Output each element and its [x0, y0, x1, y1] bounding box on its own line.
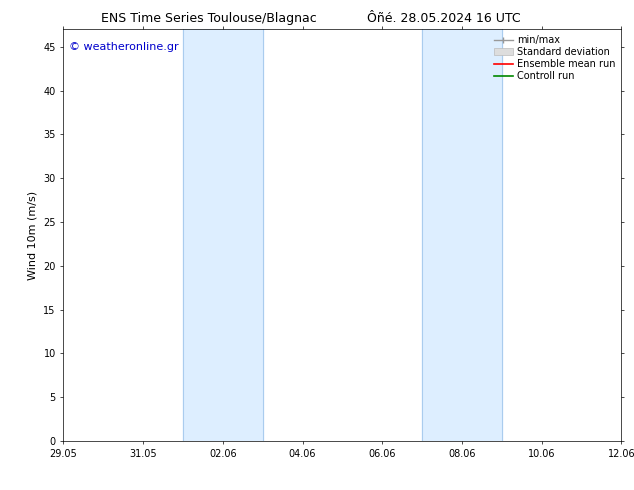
Y-axis label: Wind 10m (m/s): Wind 10m (m/s)	[28, 191, 37, 280]
Legend: min/max, Standard deviation, Ensemble mean run, Controll run: min/max, Standard deviation, Ensemble me…	[489, 31, 619, 85]
Bar	[422, 29, 501, 441]
Text: Ôñé. 28.05.2024 16 UTC: Ôñé. 28.05.2024 16 UTC	[367, 12, 521, 25]
Bar	[183, 29, 262, 441]
Text: ENS Time Series Toulouse/Blagnac: ENS Time Series Toulouse/Blagnac	[101, 12, 317, 25]
Text: © weatheronline.gr: © weatheronline.gr	[69, 42, 179, 52]
